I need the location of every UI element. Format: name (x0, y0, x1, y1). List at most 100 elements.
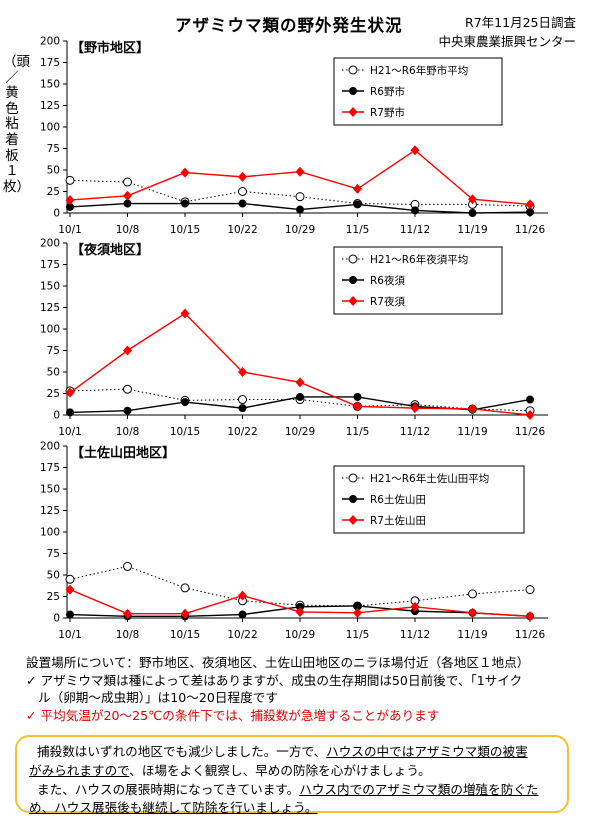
data-point-diamond (295, 166, 305, 177)
advisory-line-3: また、ハウスの展張時期になってきています。ハウス内でのアザミウマ類の増殖を防ぐた (37, 781, 539, 797)
data-point-filled-circle (411, 206, 419, 215)
legend-marker (349, 276, 357, 284)
legend-marker (349, 495, 357, 503)
legend-label: H21～R6年夜須平均 (370, 253, 468, 266)
legend-marker (348, 473, 358, 483)
legend-label: R7夜須 (370, 295, 405, 308)
x-tick-label: 11/12 (400, 426, 430, 438)
data-point-filled-circle (238, 610, 247, 619)
y-tick-label: 175 (40, 57, 60, 69)
legend-box (333, 465, 525, 534)
data-point-diamond (180, 167, 190, 178)
y-tick-label: 100 (40, 122, 60, 134)
data-point-diamond (295, 606, 305, 617)
data-point-filled-circle (353, 601, 362, 610)
advisory-line-2: がみられますので、ほ場をよく観察し、早めの防除を心がけましょう。 (29, 762, 431, 778)
data-point-diamond (123, 608, 132, 619)
y-tick-label: 25 (47, 388, 60, 400)
data-point-filled-circle (181, 398, 189, 407)
x-tick-label: 10/29 (285, 629, 315, 641)
data-point-filled-circle (66, 610, 74, 619)
data-point-diamond (65, 195, 75, 206)
x-tick-label: 11/12 (400, 224, 430, 236)
data-point-diamond (65, 584, 75, 595)
x-tick-label: 10/1 (58, 224, 82, 236)
x-tick-label: 11/26 (515, 629, 546, 641)
x-tick-label: 11/19 (457, 224, 487, 236)
data-point-filled-circle (181, 199, 189, 208)
data-point-diamond (353, 183, 362, 194)
y-tick-label: 75 (47, 548, 60, 560)
x-tick-label: 10/22 (227, 629, 257, 641)
y-tick-label: 25 (47, 186, 60, 198)
note-location: 設置場所について：野市地区、夜須地区、土佐山田地区のニラほ場付近（各地区１地点） (26, 655, 530, 670)
note-lifecycle-1: ✓ アザミウマ類は種によって差はありますが、成虫の生存期間は50日前後で、「1サ… (26, 672, 523, 688)
data-point-diamond (353, 607, 362, 618)
data-point-filled-circle (123, 406, 132, 415)
organization-name: 中央東農業振興センター (438, 34, 576, 49)
y-tick-label: 125 (40, 505, 60, 517)
x-tick-label: 11/5 (346, 426, 370, 438)
legend-label: R7野市 (370, 106, 405, 119)
data-point-diamond (468, 194, 477, 205)
data-point-diamond (468, 607, 477, 618)
y-tick-label: 50 (47, 570, 60, 582)
x-tick-label: 11/19 (457, 629, 487, 641)
series-line (69, 179, 531, 207)
y-axis-unit-label: （頭／黄色粘着板１枚） (3, 54, 30, 195)
data-point-diamond (525, 199, 535, 210)
x-tick-label: 11/5 (346, 224, 370, 236)
legend-label: R6土佐山田 (370, 493, 426, 506)
legend-marker (348, 65, 358, 75)
x-tick-label: 11/26 (515, 426, 546, 438)
area-title: 【野市地区】 (71, 40, 149, 56)
data-point-diamond (123, 190, 132, 201)
data-point-open-circle (180, 583, 190, 593)
x-tick-label: 11/19 (457, 426, 487, 438)
y-tick-label: 200 (40, 238, 60, 250)
legend-label: H21～R6年野市平均 (370, 64, 468, 77)
y-tick-label: 200 (40, 36, 60, 48)
data-point-diamond (353, 401, 362, 412)
legend-marker (348, 515, 358, 525)
x-tick-label: 10/15 (170, 629, 200, 641)
data-point-diamond (525, 410, 535, 420)
y-tick-label: 0 (53, 410, 60, 422)
x-tick-label: 10/8 (116, 224, 140, 236)
note-lifecycle-2: ル（卵期～成虫期）」は10～20日程度です (38, 690, 278, 705)
data-point-open-circle (123, 561, 132, 571)
legend-label: H21～R6年土佐山田平均 (370, 472, 489, 485)
data-point-open-circle (295, 192, 305, 202)
y-tick-label: 100 (40, 527, 60, 539)
data-point-open-circle (468, 589, 477, 599)
data-point-diamond (295, 377, 305, 388)
y-tick-label: 200 (40, 441, 60, 453)
data-point-open-circle (238, 187, 247, 196)
data-point-filled-circle (66, 202, 74, 211)
data-point-filled-circle (296, 392, 304, 401)
legend-label: R6夜須 (370, 274, 405, 287)
legend-marker (349, 87, 357, 95)
y-tick-label: 0 (53, 613, 60, 625)
data-point-diamond (525, 611, 535, 622)
data-point-diamond (65, 387, 75, 398)
x-tick-label: 10/15 (170, 426, 200, 438)
x-tick-label: 10/1 (58, 426, 82, 438)
data-point-filled-circle (468, 209, 477, 217)
area-title: 【夜須地区】 (71, 242, 149, 258)
data-point-open-circle (123, 177, 132, 187)
page-title: アザミウマ類の野外発生状況 (175, 16, 403, 35)
data-point-diamond (180, 608, 190, 619)
data-point-open-circle (123, 384, 132, 394)
x-tick-label: 11/5 (346, 629, 370, 641)
legend-marker (348, 107, 358, 117)
legend-label: R6野市 (370, 85, 405, 98)
y-tick-label: 175 (40, 259, 60, 271)
y-tick-label: 75 (47, 345, 60, 357)
y-tick-label: 75 (47, 143, 60, 155)
legend-marker (348, 296, 358, 306)
y-tick-label: 0 (53, 208, 60, 220)
series-line (69, 565, 531, 607)
y-tick-label: 150 (40, 79, 60, 91)
data-point-diamond (123, 345, 132, 356)
